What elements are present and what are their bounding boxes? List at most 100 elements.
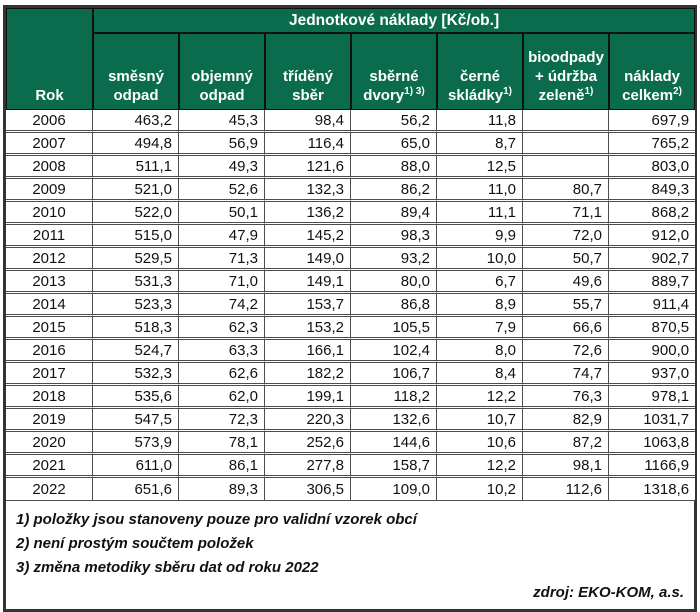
value-cell: 102,4 bbox=[351, 340, 437, 363]
value-cell: 10,0 bbox=[437, 248, 523, 271]
value-cell: 511,1 bbox=[93, 156, 179, 179]
value-cell: 277,8 bbox=[265, 455, 351, 478]
value-cell: 12,2 bbox=[437, 386, 523, 409]
value-cell: 535,6 bbox=[93, 386, 179, 409]
value-cell: 89,3 bbox=[179, 478, 265, 501]
value-cell: 88,0 bbox=[351, 156, 437, 179]
year-cell: 2009 bbox=[6, 179, 93, 202]
col-header-bioodpady: bioodpady + údržba zeleně1) bbox=[523, 33, 609, 110]
value-cell: 71,3 bbox=[179, 248, 265, 271]
value-cell: 109,0 bbox=[351, 478, 437, 501]
table-row: 2011 515,0 47,9 145,2 98,3 9,9 72,0 912,0 bbox=[6, 225, 696, 248]
col-label-line: náklady bbox=[624, 68, 680, 85]
value-cell bbox=[523, 133, 609, 156]
col-label-line: sběrné bbox=[369, 68, 419, 85]
value-cell: 889,7 bbox=[609, 271, 696, 294]
year-cell: 2016 bbox=[6, 340, 93, 363]
value-cell: 76,3 bbox=[523, 386, 609, 409]
col-label-line: objemný bbox=[191, 68, 253, 85]
col-label-line: skládky bbox=[448, 87, 504, 104]
value-cell: 849,3 bbox=[609, 179, 696, 202]
year-cell: 2015 bbox=[6, 317, 93, 340]
value-cell bbox=[523, 156, 609, 179]
value-cell: 902,7 bbox=[609, 248, 696, 271]
value-cell: 803,0 bbox=[609, 156, 696, 179]
value-cell: 112,6 bbox=[523, 478, 609, 501]
col-header-sberne-dvory: sběrné dvory1) 3) bbox=[351, 33, 437, 110]
value-cell: 136,2 bbox=[265, 202, 351, 225]
table-row: 2012 529,5 71,3 149,0 93,2 10,0 50,7 902,7 bbox=[6, 248, 696, 271]
value-cell: 80,0 bbox=[351, 271, 437, 294]
col-header-smesny-odpad: směsný odpad bbox=[93, 33, 179, 110]
value-cell: 144,6 bbox=[351, 432, 437, 455]
value-cell: 870,5 bbox=[609, 317, 696, 340]
value-cell: 74,2 bbox=[179, 294, 265, 317]
value-cell: 132,3 bbox=[265, 179, 351, 202]
value-cell: 65,0 bbox=[351, 133, 437, 156]
cost-table-frame: Rok Jednotkové náklady [Kč/ob.] směsný o… bbox=[3, 5, 697, 612]
value-cell bbox=[523, 110, 609, 133]
value-cell: 12,2 bbox=[437, 455, 523, 478]
value-cell: 132,6 bbox=[351, 409, 437, 432]
table-row: 2008 511,1 49,3 121,6 88,0 12,5 803,0 bbox=[6, 156, 696, 179]
table-header: Rok Jednotkové náklady [Kč/ob.] směsný o… bbox=[6, 8, 696, 110]
value-cell: 1318,6 bbox=[609, 478, 696, 501]
value-cell: 1031,7 bbox=[609, 409, 696, 432]
value-cell: 521,0 bbox=[93, 179, 179, 202]
value-cell: 912,0 bbox=[609, 225, 696, 248]
col-header-naklady-celkem: náklady celkem2) bbox=[609, 33, 696, 110]
value-cell: 98,3 bbox=[351, 225, 437, 248]
value-cell: 153,2 bbox=[265, 317, 351, 340]
value-cell: 121,6 bbox=[265, 156, 351, 179]
source-note: zdroj: EKO-KOM, a.s. bbox=[533, 584, 684, 601]
footnote-3: 3) změna metodiky sběru dat od roku 2022 bbox=[16, 559, 319, 576]
value-cell: 72,3 bbox=[179, 409, 265, 432]
value-cell: 89,4 bbox=[351, 202, 437, 225]
col-label-line: bioodpady bbox=[528, 49, 604, 66]
value-cell: 522,0 bbox=[93, 202, 179, 225]
value-cell: 106,7 bbox=[351, 363, 437, 386]
value-cell: 10,6 bbox=[437, 432, 523, 455]
year-cell: 2010 bbox=[6, 202, 93, 225]
year-cell: 2011 bbox=[6, 225, 93, 248]
value-cell: 86,8 bbox=[351, 294, 437, 317]
value-cell: 98,1 bbox=[523, 455, 609, 478]
value-cell: 7,9 bbox=[437, 317, 523, 340]
value-cell: 72,6 bbox=[523, 340, 609, 363]
value-cell: 199,1 bbox=[265, 386, 351, 409]
value-cell: 651,6 bbox=[93, 478, 179, 501]
table-row: 2019 547,5 72,3 220,3 132,6 10,7 82,9 1031,7 bbox=[6, 409, 696, 432]
value-cell: 145,2 bbox=[265, 225, 351, 248]
year-cell: 2012 bbox=[6, 248, 93, 271]
value-cell: 1063,8 bbox=[609, 432, 696, 455]
col-label-line: dvory bbox=[363, 87, 405, 104]
col-label-line: černé bbox=[459, 68, 501, 85]
table-title-text: Jednotkové náklady [Kč/ob.] bbox=[288, 12, 500, 29]
value-cell: 532,3 bbox=[93, 363, 179, 386]
value-cell: 978,1 bbox=[609, 386, 696, 409]
value-cell: 12,5 bbox=[437, 156, 523, 179]
col-label-line: sběr bbox=[292, 87, 324, 104]
value-cell: 518,3 bbox=[93, 317, 179, 340]
year-cell: 2021 bbox=[6, 455, 93, 478]
year-cell: 2007 bbox=[6, 133, 93, 156]
value-cell: 45,3 bbox=[179, 110, 265, 133]
value-cell: 52,6 bbox=[179, 179, 265, 202]
value-cell: 765,2 bbox=[609, 133, 696, 156]
value-cell: 87,2 bbox=[523, 432, 609, 455]
value-cell: 71,1 bbox=[523, 202, 609, 225]
value-cell: 56,2 bbox=[351, 110, 437, 133]
value-cell: 529,5 bbox=[93, 248, 179, 271]
table-row: 2009 521,0 52,6 132,3 86,2 11,0 80,7 849,3 bbox=[6, 179, 696, 202]
value-cell: 78,1 bbox=[179, 432, 265, 455]
year-cell: 2022 bbox=[6, 478, 93, 501]
table-row: 2006 463,2 45,3 98,4 56,2 11,8 697,9 bbox=[6, 110, 696, 133]
value-cell: 62,0 bbox=[179, 386, 265, 409]
value-cell: 105,5 bbox=[351, 317, 437, 340]
col-label-superscript: 2) bbox=[673, 86, 682, 97]
value-cell: 515,0 bbox=[93, 225, 179, 248]
table-row: 2018 535,6 62,0 199,1 118,2 12,2 76,3 978,1 bbox=[6, 386, 696, 409]
value-cell: 868,2 bbox=[609, 202, 696, 225]
value-cell: 62,3 bbox=[179, 317, 265, 340]
